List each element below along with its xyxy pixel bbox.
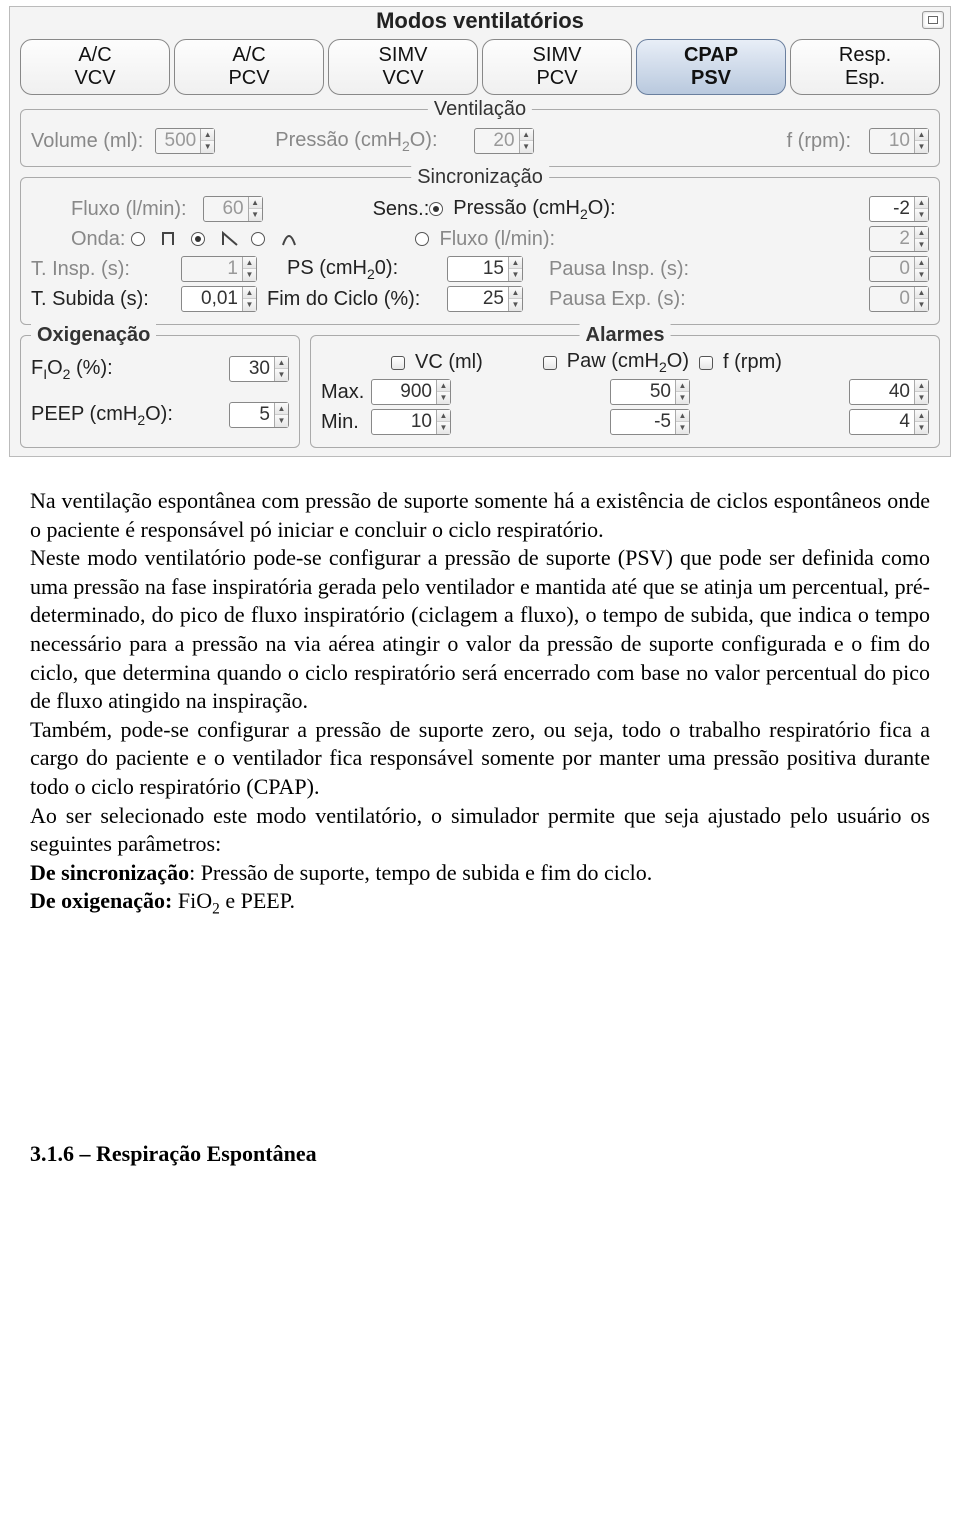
mode-tab-ac-vcv[interactable]: A/CVCV bbox=[20, 39, 170, 95]
article-body: Na ventilação espontânea com pressão de … bbox=[30, 487, 930, 1168]
pressao-spinner: 20▲▼ bbox=[474, 128, 534, 154]
group-sincronizacao: Sincronização Fluxo (l/min): 60▲▼ Sens.:… bbox=[20, 177, 940, 325]
wave-sine-icon bbox=[281, 231, 305, 247]
peep-label: PEEP (cmH2O): bbox=[31, 403, 173, 428]
ps-label: PS (cmH20): bbox=[287, 257, 447, 282]
fimciclo-spinner[interactable]: 25▲▼ bbox=[447, 286, 523, 312]
tinsp-spinner: 1▲▼ bbox=[181, 256, 257, 282]
paw-max-spinner[interactable]: 50▲▼ bbox=[610, 379, 690, 405]
group-alarmes: Alarmes VC (ml) Paw (cmH2O) f (rpm) Max.… bbox=[310, 335, 940, 448]
onda-square-radio[interactable] bbox=[131, 232, 149, 246]
vc-label: VC (ml) bbox=[415, 351, 483, 374]
collapse-button[interactable] bbox=[922, 11, 944, 29]
peep-spinner[interactable]: 5▲▼ bbox=[229, 402, 289, 428]
paw-min-spinner[interactable]: -5▲▼ bbox=[610, 409, 690, 435]
sens-pressao-radio[interactable] bbox=[429, 202, 447, 216]
vc-min-spinner[interactable]: 10▲▼ bbox=[371, 409, 451, 435]
mode-tab-cpap-psv[interactable]: CPAPPSV bbox=[636, 39, 786, 95]
sens-fluxo-spinner: 2▲▼ bbox=[869, 226, 929, 252]
fluxo-label: Fluxo (l/min): bbox=[71, 198, 187, 221]
paragraph: Na ventilação espontânea com pressão de … bbox=[30, 487, 930, 544]
group-title: Sincronização bbox=[411, 166, 549, 189]
f-label: f (rpm): bbox=[787, 130, 851, 153]
paragraph: Ao ser selecionado este modo ventilatóri… bbox=[30, 802, 930, 859]
f-min-spinner[interactable]: 4▲▼ bbox=[849, 409, 929, 435]
fluxo-spinner: 60▲▼ bbox=[203, 196, 263, 222]
pausa-insp-spinner: 0▲▼ bbox=[869, 256, 929, 282]
fimciclo-label: Fim do Ciclo (%): bbox=[267, 288, 447, 311]
sens-fluxo-radio[interactable] bbox=[415, 232, 433, 246]
paragraph: Neste modo ventilatório pode-se configur… bbox=[30, 544, 930, 716]
paragraph: De sincronização: Pressão de suporte, te… bbox=[30, 859, 930, 888]
pausa-exp-spinner: 0▲▼ bbox=[869, 286, 929, 312]
ps-spinner[interactable]: 15▲▼ bbox=[447, 256, 523, 282]
sens-label: Sens.: bbox=[373, 198, 430, 221]
sens-pressao-spinner[interactable]: -2▲▼ bbox=[869, 196, 929, 222]
tsubida-label: T. Subida (s): bbox=[31, 288, 181, 311]
sens-fluxo-label: Fluxo (l/min): bbox=[439, 228, 555, 251]
paragraph: Também, pode-se configurar a pressão de … bbox=[30, 716, 930, 802]
fio2-label: FIO2 (%): bbox=[31, 357, 113, 382]
paw-label: Paw (cmH2O) bbox=[567, 350, 689, 375]
paw-checkbox[interactable] bbox=[543, 356, 561, 370]
max-label: Max. bbox=[321, 381, 371, 404]
wave-decel-icon bbox=[221, 231, 245, 247]
volume-spinner: 500▲▼ bbox=[155, 128, 215, 154]
mode-tab-simv-vcv[interactable]: SIMVVCV bbox=[328, 39, 478, 95]
min-label: Min. bbox=[321, 411, 371, 434]
sens-pressao-label: Pressão (cmH2O): bbox=[453, 197, 615, 222]
wave-square-icon bbox=[161, 231, 185, 247]
frpm-label: f (rpm) bbox=[723, 351, 782, 374]
onda-label: Onda: bbox=[71, 228, 125, 251]
vc-max-spinner[interactable]: 900▲▼ bbox=[371, 379, 451, 405]
volume-label: Volume (ml): bbox=[31, 130, 143, 153]
paragraph: De oxigenação: FiO2 e PEEP. bbox=[30, 887, 930, 919]
group-title: Oxigenação bbox=[31, 324, 156, 347]
onda-sine-radio[interactable] bbox=[251, 232, 269, 246]
f-max-spinner[interactable]: 40▲▼ bbox=[849, 379, 929, 405]
onda-decel-radio[interactable] bbox=[191, 232, 209, 246]
fio2-spinner[interactable]: 30▲▼ bbox=[229, 356, 289, 382]
pausa-exp-label: Pausa Exp. (s): bbox=[549, 288, 709, 311]
pressao-label: Pressão (cmH2O): bbox=[275, 129, 437, 154]
f-spinner: 10▲▼ bbox=[869, 128, 929, 154]
mode-tab-simv-pcv[interactable]: SIMVPCV bbox=[482, 39, 632, 95]
tsubida-spinner[interactable]: 0,01▲▼ bbox=[181, 286, 257, 312]
mode-tab-resp-esp[interactable]: Resp.Esp. bbox=[790, 39, 940, 95]
pausa-insp-label: Pausa Insp. (s): bbox=[549, 258, 709, 281]
mode-tab-ac-pcv[interactable]: A/CPCV bbox=[174, 39, 324, 95]
vc-checkbox[interactable] bbox=[391, 356, 409, 370]
group-oxigenacao: Oxigenação FIO2 (%): 30▲▼ PEEP (cmH2O): … bbox=[20, 335, 300, 448]
group-title: Ventilação bbox=[428, 98, 532, 121]
group-ventilacao: Ventilação Volume (ml): 500▲▼ Pressão (c… bbox=[20, 109, 940, 167]
ventilator-modes-panel: Modos ventilatórios A/CVCVA/CPCVSIMVVCVS… bbox=[9, 6, 951, 457]
group-title: Alarmes bbox=[580, 324, 671, 347]
section-heading: 3.1.6 – Respiração Espontânea bbox=[30, 1140, 930, 1169]
tinsp-label: T. Insp. (s): bbox=[31, 258, 181, 281]
frpm-checkbox[interactable] bbox=[699, 356, 717, 370]
panel-title: Modos ventilatórios bbox=[10, 7, 950, 33]
mode-tabs: A/CVCVA/CPCVSIMVVCVSIMVPCVCPAPPSVResp.Es… bbox=[10, 33, 950, 99]
